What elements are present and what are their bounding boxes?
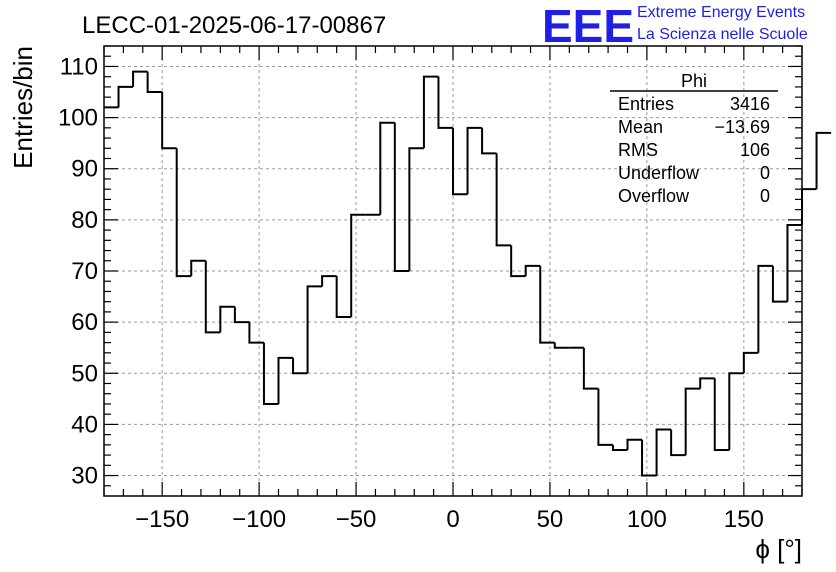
histogram-bin — [786, 223, 802, 302]
histogram-bin — [670, 429, 686, 457]
histogram-bin — [262, 342, 279, 405]
chart-title: LECC-01-2025-06-17-00867 — [82, 12, 386, 39]
histogram-bin — [553, 342, 570, 349]
histogram-bin — [495, 153, 512, 247]
histogram-bin — [728, 372, 744, 450]
histogram-bin — [248, 322, 264, 344]
histogram-bin — [611, 444, 628, 451]
histogram-bin — [408, 147, 424, 271]
x-axis-label: ϕ [°] — [755, 534, 802, 564]
histogram-bin — [641, 439, 657, 477]
grid-lines — [104, 46, 802, 496]
logo-line-1: Extreme Energy Events — [637, 4, 805, 21]
stats-box: Phi Entries 3416 Mean −13.69 RMS 106 Underflow… — [610, 71, 778, 206]
histogram-bins — [104, 70, 832, 477]
histogram-bin — [757, 264, 773, 353]
histogram-bin — [379, 121, 395, 215]
stats-row-value: 0 — [760, 186, 770, 206]
stats-row-label: Overflow — [618, 186, 690, 206]
histogram-bin — [146, 71, 163, 94]
y-tick-label: 100 — [58, 105, 98, 132]
x-tick-label: −50 — [336, 506, 377, 533]
histogram-bin — [801, 188, 817, 225]
histogram-bin — [539, 265, 555, 344]
plot-frame — [103, 45, 803, 497]
histogram-bin — [277, 356, 294, 404]
histogram-bin — [597, 388, 613, 446]
histogram-bin — [190, 259, 206, 277]
histogram-bin — [699, 377, 715, 389]
histogram-bin — [655, 428, 672, 476]
histogram-bin — [321, 275, 337, 287]
histogram-bin — [204, 260, 221, 334]
stats-row-value: 106 — [740, 140, 770, 160]
histogram-bin — [350, 213, 366, 318]
histogram-bin — [582, 347, 599, 390]
y-tick-label: 90 — [71, 156, 98, 183]
y-tick-label: 40 — [71, 411, 98, 438]
x-tick-label: −100 — [232, 506, 286, 533]
x-tick-label: 50 — [537, 506, 564, 533]
y-tick-label: 80 — [71, 207, 98, 234]
histogram-bin — [466, 126, 483, 195]
histogram-bin — [742, 351, 759, 374]
histogram-bin — [510, 245, 526, 278]
y-tick-label: 60 — [71, 309, 98, 336]
stats-row-value: −13.69 — [714, 117, 770, 137]
histogram-bin — [437, 76, 453, 129]
stats-row-value: 0 — [760, 163, 770, 183]
histogram-bin — [626, 438, 643, 450]
histogram-bin — [335, 276, 352, 319]
histogram-bin — [713, 378, 730, 451]
histogram-bin — [175, 148, 192, 278]
stats-row-value: 3416 — [730, 94, 770, 114]
x-tick-labels: −150 −100 −50 0 50 100 150 — [135, 506, 764, 533]
histogram-bin — [161, 92, 177, 150]
x-tick-label: 100 — [627, 506, 667, 533]
stats-row-label: Entries — [618, 94, 674, 114]
histogram-bin — [219, 305, 235, 333]
y-tick-labels: 30 40 50 60 70 80 90 100 110 — [58, 53, 98, 489]
histogram-bin — [771, 265, 788, 303]
stats-box-title: Phi — [681, 71, 707, 91]
stats-row-label: RMS — [618, 140, 658, 160]
y-tick-label: 110 — [60, 53, 98, 80]
x-tick-label: 0 — [446, 506, 459, 533]
axis-ticks — [103, 45, 803, 496]
histogram-bin — [452, 127, 468, 196]
stats-row-label: Mean — [618, 117, 663, 137]
x-tick-label: 150 — [724, 506, 764, 533]
histogram-bin — [393, 122, 410, 272]
histogram-bin — [481, 127, 497, 155]
histogram-bin — [684, 387, 701, 456]
histogram-bin — [233, 306, 250, 324]
y-tick-label: 70 — [71, 258, 98, 285]
stats-row-label: Underflow — [618, 163, 700, 183]
histogram-bin — [132, 70, 148, 87]
x-tick-label: −150 — [135, 506, 189, 533]
histogram-bin — [306, 285, 323, 374]
logo-line-2: La Scienza nelle Scuole — [637, 26, 808, 43]
y-tick-label: 30 — [71, 463, 98, 490]
histogram-bin — [815, 131, 832, 190]
histogram-bin — [422, 75, 439, 149]
histogram-bin — [117, 85, 134, 108]
y-tick-label: 50 — [71, 360, 98, 387]
histogram-bin — [524, 264, 541, 277]
y-axis-label: Entries/bin — [8, 46, 38, 169]
histogram-bin — [292, 357, 308, 375]
eee-logo-mark: EEE — [542, 0, 634, 52]
eee-logo: EEE Extreme Energy Events La Scienza nel… — [542, 0, 808, 52]
